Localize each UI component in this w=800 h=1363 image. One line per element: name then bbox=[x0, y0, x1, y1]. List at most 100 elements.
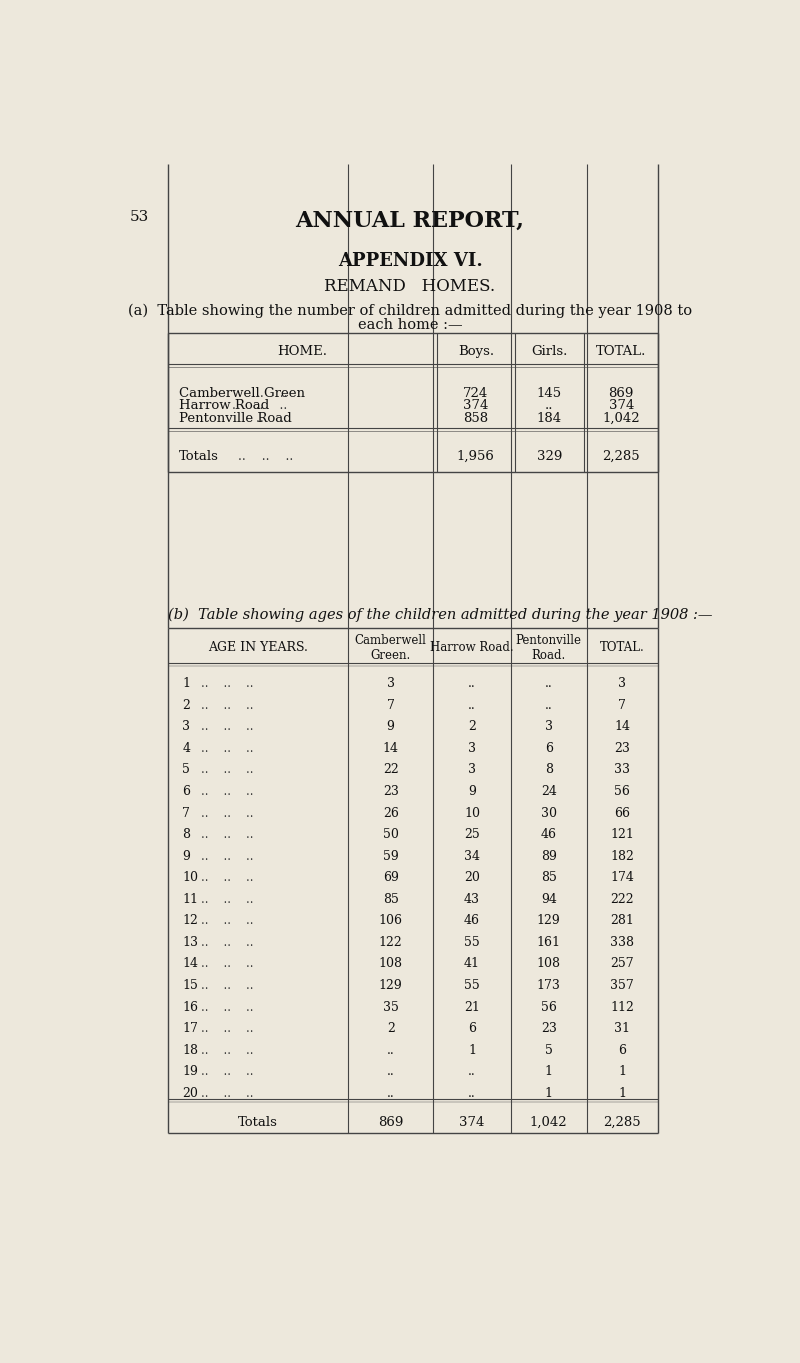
Text: Camberwell
Green.: Camberwell Green. bbox=[354, 634, 426, 662]
Text: 66: 66 bbox=[614, 807, 630, 819]
Text: 19: 19 bbox=[182, 1066, 198, 1078]
Text: ..    ..    ..: .. .. .. bbox=[201, 699, 254, 711]
Text: 55: 55 bbox=[464, 979, 480, 992]
Text: AGE IN YEARS.: AGE IN YEARS. bbox=[208, 641, 308, 654]
Text: ..: .. bbox=[468, 699, 476, 711]
Text: 2: 2 bbox=[182, 699, 190, 711]
Text: 11: 11 bbox=[182, 893, 198, 906]
Text: 21: 21 bbox=[464, 1000, 480, 1014]
Text: ..: .. bbox=[386, 1066, 394, 1078]
Text: 329: 329 bbox=[537, 450, 562, 463]
Text: 1: 1 bbox=[182, 677, 190, 690]
Text: 26: 26 bbox=[382, 807, 398, 819]
Text: 9: 9 bbox=[386, 720, 394, 733]
Text: ..    ..    ..: .. .. .. bbox=[201, 1044, 254, 1056]
Text: ..    ..    ..: .. .. .. bbox=[201, 1000, 254, 1014]
Text: ..: .. bbox=[386, 1086, 394, 1100]
Text: 3: 3 bbox=[182, 720, 190, 733]
Text: 129: 129 bbox=[378, 979, 402, 992]
Text: ..    ..    ..: .. .. .. bbox=[201, 677, 254, 690]
Text: ..    ..    ..: .. .. .. bbox=[201, 936, 254, 949]
Text: 15: 15 bbox=[182, 979, 198, 992]
Text: 3: 3 bbox=[545, 720, 553, 733]
Text: 30: 30 bbox=[541, 807, 557, 819]
Text: ..    ..: .. .. bbox=[256, 387, 287, 399]
Text: ..    ..    ..: .. .. .. bbox=[232, 399, 287, 412]
Text: 374: 374 bbox=[459, 1116, 485, 1129]
Text: 20: 20 bbox=[464, 871, 480, 885]
Text: 869: 869 bbox=[378, 1116, 403, 1129]
Text: 222: 222 bbox=[610, 893, 634, 906]
Text: ..    ..    ..: .. .. .. bbox=[238, 450, 294, 463]
Text: 2: 2 bbox=[386, 1022, 394, 1035]
Text: 94: 94 bbox=[541, 893, 557, 906]
Text: ..    ..    ..: .. .. .. bbox=[201, 763, 254, 777]
Text: 14: 14 bbox=[182, 957, 198, 970]
Text: 22: 22 bbox=[382, 763, 398, 777]
Text: Harrow Road: Harrow Road bbox=[179, 399, 270, 412]
Text: 6: 6 bbox=[468, 1022, 476, 1035]
Text: 6: 6 bbox=[618, 1044, 626, 1056]
Text: 46: 46 bbox=[464, 915, 480, 927]
Text: 2: 2 bbox=[468, 720, 476, 733]
Text: 161: 161 bbox=[537, 936, 561, 949]
Text: 85: 85 bbox=[541, 871, 557, 885]
Text: 6: 6 bbox=[545, 741, 553, 755]
Text: 338: 338 bbox=[610, 936, 634, 949]
Text: 20: 20 bbox=[182, 1086, 198, 1100]
Text: ..: .. bbox=[468, 677, 476, 690]
Text: 56: 56 bbox=[541, 1000, 557, 1014]
Text: 56: 56 bbox=[614, 785, 630, 797]
Text: 1: 1 bbox=[618, 1066, 626, 1078]
Text: 18: 18 bbox=[182, 1044, 198, 1056]
Text: 13: 13 bbox=[182, 936, 198, 949]
Text: 1: 1 bbox=[545, 1066, 553, 1078]
Text: 122: 122 bbox=[378, 936, 402, 949]
Text: 7: 7 bbox=[182, 807, 190, 819]
Text: ..    ..    ..: .. .. .. bbox=[201, 1066, 254, 1078]
Text: 869: 869 bbox=[609, 387, 634, 399]
Text: 14: 14 bbox=[614, 720, 630, 733]
Text: 7: 7 bbox=[618, 699, 626, 711]
Text: 85: 85 bbox=[382, 893, 398, 906]
Text: ..    ..    ..: .. .. .. bbox=[201, 720, 254, 733]
Text: APPENDIX VI.: APPENDIX VI. bbox=[338, 252, 482, 270]
Text: 1,956: 1,956 bbox=[457, 450, 495, 463]
Text: 23: 23 bbox=[614, 741, 630, 755]
Text: TOTAL.: TOTAL. bbox=[600, 641, 645, 654]
Text: 41: 41 bbox=[464, 957, 480, 970]
Text: 55: 55 bbox=[464, 936, 480, 949]
Text: 281: 281 bbox=[610, 915, 634, 927]
Text: Camberwell Green: Camberwell Green bbox=[179, 387, 305, 399]
Text: 3: 3 bbox=[468, 763, 476, 777]
Text: 14: 14 bbox=[382, 741, 398, 755]
Text: Totals: Totals bbox=[179, 450, 219, 463]
Text: 108: 108 bbox=[378, 957, 402, 970]
Text: (b)  Table showing ages of the children admitted during the year 1908 :—: (b) Table showing ages of the children a… bbox=[168, 608, 713, 623]
Text: 53: 53 bbox=[130, 210, 149, 224]
Text: 184: 184 bbox=[537, 412, 562, 424]
Text: 7: 7 bbox=[386, 699, 394, 711]
Text: 23: 23 bbox=[541, 1022, 557, 1035]
Text: REMAND   HOMES.: REMAND HOMES. bbox=[325, 278, 495, 294]
Text: 257: 257 bbox=[610, 957, 634, 970]
Text: 5: 5 bbox=[545, 1044, 553, 1056]
Text: 145: 145 bbox=[537, 387, 562, 399]
Text: 12: 12 bbox=[182, 915, 198, 927]
Text: 1: 1 bbox=[468, 1044, 476, 1056]
Text: 5: 5 bbox=[182, 763, 190, 777]
Text: 10: 10 bbox=[464, 807, 480, 819]
Text: ..    ..    ..: .. .. .. bbox=[201, 915, 254, 927]
Text: 17: 17 bbox=[182, 1022, 198, 1035]
Text: ..    ..    ..: .. .. .. bbox=[201, 957, 254, 970]
Text: 374: 374 bbox=[609, 399, 634, 412]
Text: ..    ..    ..: .. .. .. bbox=[201, 829, 254, 841]
Text: ANNUAL REPORT,: ANNUAL REPORT, bbox=[295, 210, 525, 232]
Text: Boys.: Boys. bbox=[458, 345, 494, 357]
Text: 23: 23 bbox=[382, 785, 398, 797]
Text: ..: .. bbox=[468, 1086, 476, 1100]
Text: ..    ..    ..: .. .. .. bbox=[201, 1086, 254, 1100]
Text: Totals: Totals bbox=[238, 1116, 278, 1129]
Text: 2,285: 2,285 bbox=[603, 1116, 641, 1129]
Text: 4: 4 bbox=[182, 741, 190, 755]
